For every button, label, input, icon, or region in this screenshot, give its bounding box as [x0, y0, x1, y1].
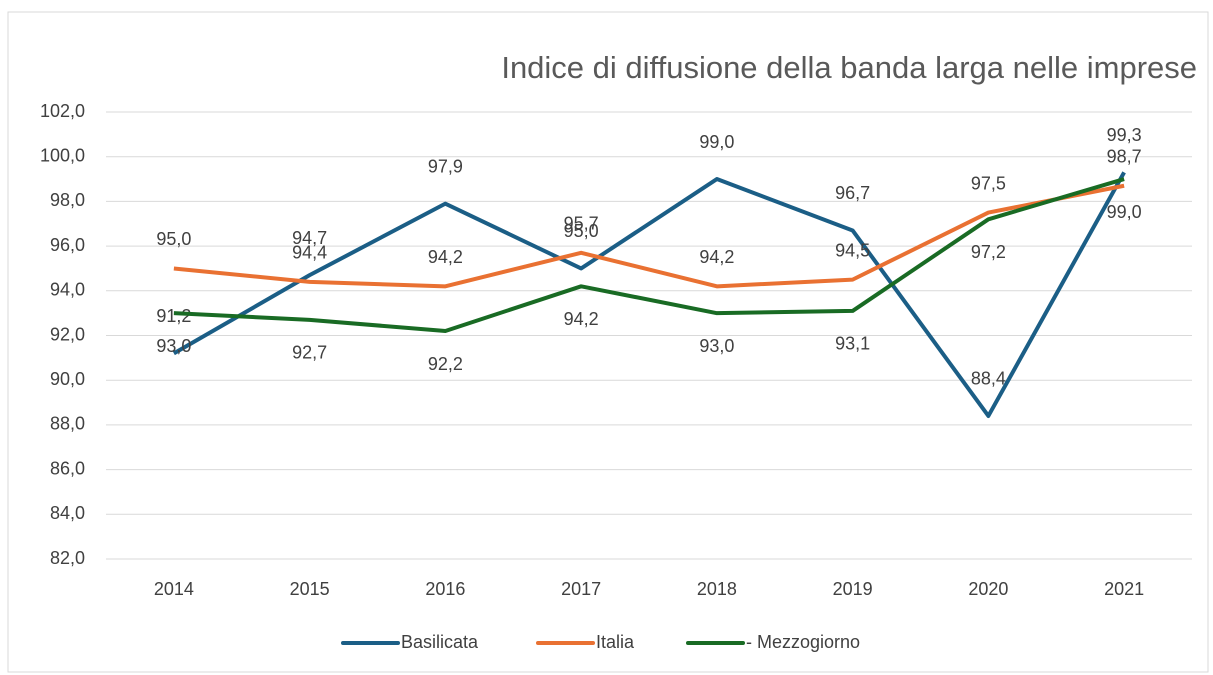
data-label: 97,5	[971, 173, 1006, 193]
data-label: 91,2	[156, 306, 191, 326]
y-tick-label: 84,0	[50, 503, 85, 523]
data-label: 95,0	[156, 229, 191, 249]
y-tick-label: 96,0	[50, 235, 85, 255]
series-line	[172, 171, 1126, 418]
y-tick-label: 98,0	[50, 190, 85, 210]
y-tick-label: 86,0	[50, 458, 85, 478]
x-tick-label: 2017	[561, 579, 601, 599]
data-label: 99,0	[1107, 202, 1142, 222]
data-label: 94,2	[699, 247, 734, 267]
data-label: 94,7	[292, 228, 327, 248]
legend-label: Basilicata	[401, 632, 479, 652]
y-tick-label: 88,0	[50, 414, 85, 434]
data-label: 95,7	[564, 214, 599, 234]
data-label: 93,0	[156, 336, 191, 356]
series-line	[173, 177, 1125, 334]
data-label: 98,7	[1107, 147, 1142, 167]
legend-label: - Mezzogiorno	[746, 632, 860, 652]
data-label: 94,2	[428, 247, 463, 267]
x-tick-label: 2021	[1104, 579, 1144, 599]
chart-title: Indice di diffusione della banda larga n…	[501, 50, 1197, 85]
chart-frame	[7, 11, 1209, 673]
data-label: 99,0	[699, 132, 734, 152]
data-label: 97,2	[971, 242, 1006, 262]
data-label: 93,1	[835, 334, 870, 354]
y-tick-label: 82,0	[50, 548, 85, 568]
data-label: 99,3	[1107, 125, 1142, 145]
data-label: 94,4	[292, 243, 327, 263]
series-line	[173, 183, 1125, 289]
x-tick-label: 2020	[968, 579, 1008, 599]
data-label: 96,7	[835, 183, 870, 203]
x-tick-label: 2014	[154, 579, 194, 599]
data-label: 97,9	[428, 156, 463, 176]
x-tick-label: 2016	[425, 579, 465, 599]
x-tick-label: 2018	[697, 579, 737, 599]
y-tick-label: 90,0	[50, 369, 85, 389]
y-tick-label: 92,0	[50, 324, 85, 344]
y-tick-label: 102,0	[40, 101, 85, 121]
data-label: 92,7	[292, 343, 327, 363]
data-label: 94,5	[835, 240, 870, 260]
y-tick-label: 100,0	[40, 145, 85, 165]
data-label: 88,4	[971, 369, 1006, 389]
data-label: 93,0	[699, 336, 734, 356]
data-label: 92,2	[428, 354, 463, 374]
data-label: 94,2	[564, 309, 599, 329]
x-tick-label: 2019	[833, 579, 873, 599]
x-tick-label: 2015	[290, 579, 330, 599]
y-tick-label: 94,0	[50, 280, 85, 300]
data-label: 95,0	[564, 221, 599, 241]
legend-label: Italia	[596, 632, 635, 652]
